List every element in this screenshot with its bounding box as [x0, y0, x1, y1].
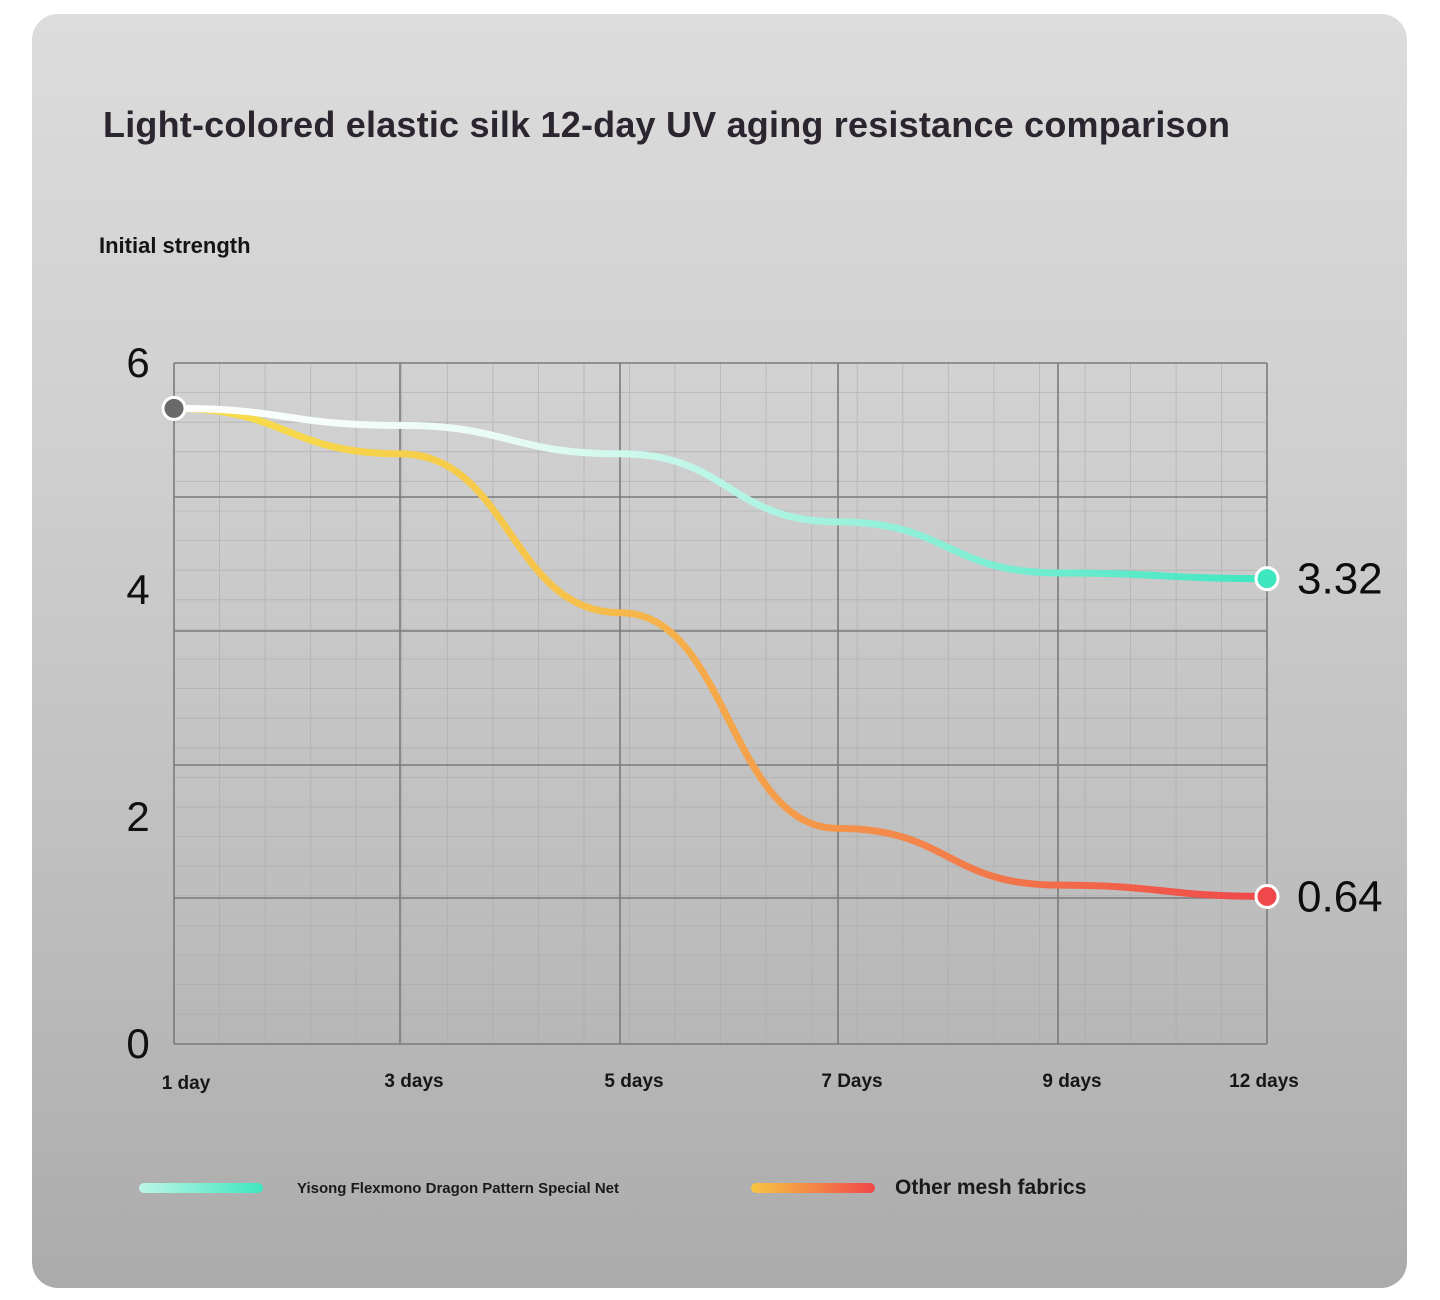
start-point-marker	[161, 395, 187, 421]
chart-title: Light-colored elastic silk 12-day UV agi…	[103, 104, 1231, 145]
major-grid	[173, 362, 1268, 1045]
legend-label-flexmono: Yisong Flexmono Dragon Pattern Special N…	[297, 1179, 620, 1197]
y-axis-label: Initial strength	[99, 233, 251, 258]
legend-label-other: Other mesh fabrics	[895, 1176, 1087, 1199]
legend-swatch-flexmono	[139, 1183, 263, 1193]
y-tick-label: 6	[126, 339, 149, 386]
end-point-flexmono	[1254, 566, 1280, 592]
legend-item-other: Other mesh fabrics	[751, 1172, 1086, 1204]
x-tick-label: 5 days	[604, 1071, 663, 1092]
end-value-label-other: 0.64	[1297, 872, 1383, 921]
series-line-other	[170, 404, 1271, 900]
x-tick-label: 3 days	[384, 1071, 443, 1092]
end-point-other	[1254, 883, 1280, 909]
end-value-label-flexmono: 3.32	[1297, 555, 1383, 604]
series-line-flexmono	[170, 404, 1271, 583]
y-tick-label: 0	[126, 1020, 149, 1067]
y-tick-label: 4	[126, 566, 149, 613]
x-tick-label: 9 days	[1042, 1071, 1101, 1092]
x-tick-label: 12 days	[1229, 1071, 1299, 1092]
chart-card	[32, 14, 1407, 1288]
legend-swatch-other	[751, 1183, 875, 1193]
y-tick-label: 2	[126, 793, 149, 840]
x-tick-label: 7 Days	[821, 1071, 882, 1092]
x-tick-label: 1 day	[162, 1073, 211, 1094]
legend-item-flexmono: Yisong Flexmono Dragon Pattern Special N…	[139, 1172, 619, 1204]
